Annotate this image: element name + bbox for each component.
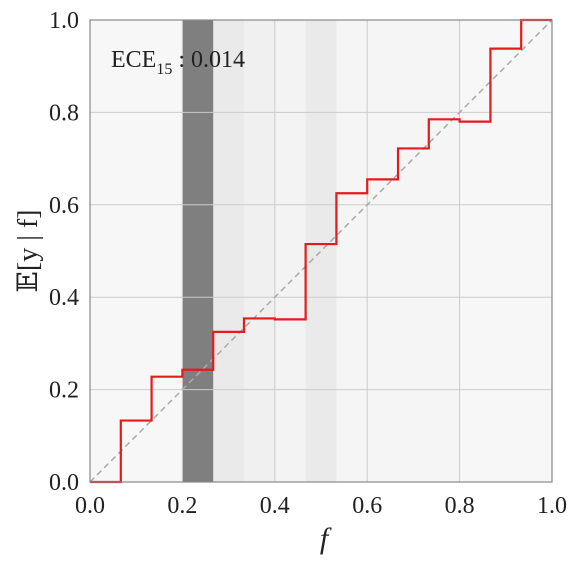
x-tick-label: 0.2: [167, 493, 197, 519]
density-bin: [90, 20, 122, 482]
density-bin: [120, 20, 153, 482]
perfect-calibration-line: [89, 19, 553, 483]
density-bin: [151, 20, 183, 482]
density-bins: [90, 20, 553, 482]
density-bin: [182, 20, 214, 482]
x-tick-label: 0.8: [445, 493, 475, 519]
y-tick-label: 0.4: [49, 285, 79, 311]
plot-frame: [89, 19, 553, 483]
calibration-step-line: [90, 18, 552, 484]
density-bin: [490, 20, 522, 482]
y-tick-label: 0.8: [49, 100, 79, 126]
ece-value: : 0.014: [172, 47, 245, 73]
density-bin: [274, 20, 307, 482]
ece-subscript: 15: [156, 61, 172, 78]
density-bin: [459, 20, 491, 482]
ece-label: ECE: [111, 47, 156, 73]
x-tick-labels: 0.0 0.2 0.4 0.6 0.8 1.0: [75, 493, 567, 519]
y-tick-label: 0.0: [49, 470, 79, 496]
y-tick-label: 0.2: [49, 378, 79, 404]
y-axis-label: 𝔼[y | f]: [13, 210, 44, 293]
density-bin: [521, 20, 553, 482]
x-tick-label: 0.6: [352, 493, 382, 519]
density-bin: [336, 20, 368, 482]
x-axis-label: f: [320, 522, 332, 555]
x-tick-label: 1.0: [537, 493, 567, 519]
density-bin: [305, 20, 337, 482]
density-bin: [398, 20, 430, 482]
density-bin: [213, 20, 245, 482]
density-bin: [367, 20, 399, 482]
y-tick-label: 1.0: [49, 8, 79, 34]
ece-annotation: ECE15 : 0.014: [111, 47, 245, 78]
density-bin: [428, 20, 461, 482]
y-tick-label: 0.6: [49, 193, 79, 219]
y-tick-labels: 0.0 0.2 0.4 0.6 0.8 1.0: [49, 8, 79, 496]
x-tick-label: 0.0: [75, 493, 105, 519]
density-bin: [243, 20, 276, 482]
x-tick-label: 0.4: [260, 493, 290, 519]
